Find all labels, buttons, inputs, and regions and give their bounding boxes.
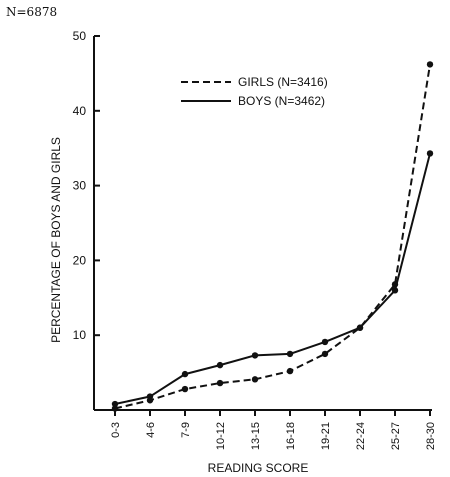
x-tick-label: 25-27 [390,422,402,450]
data-point-boys [321,338,329,346]
series-group [111,61,434,412]
legend: GIRLS (N=3416) BOYS (N=3462) [181,75,328,108]
series-line-boys [114,153,431,405]
legend-boys-label: BOYS (N=3462) [238,94,325,108]
data-point-girls [111,405,119,412]
data-point-boys [216,361,224,369]
y-ticks: 10 20 30 40 50 [73,29,100,342]
data-point-boys [286,350,294,358]
series-line-girls [114,64,431,410]
y-tick-label: 30 [73,179,87,193]
x-ticks: 0-3 4-6 7-9 10-12 13-15 16-18 19-21 22-24 25-27 2… [110,410,437,450]
data-point-boys [426,150,434,157]
y-tick-label: 20 [73,253,87,267]
x-tick-label: 0-3 [110,422,122,438]
x-tick-label: 13-15 [250,422,262,450]
y-tick-label: 40 [73,104,87,118]
axes [93,36,432,411]
sample-size-note: N=6878 [6,5,58,19]
x-tick-label: 10-12 [215,422,227,450]
data-point-boys [356,324,364,331]
data-point-boys [391,287,399,294]
legend-girls-label: GIRLS (N=3416) [238,75,328,89]
data-point-girls [286,367,294,375]
data-point-boys [181,370,189,378]
y-axis-label: PERCENTAGE OF BOYS AND GIRLS [49,137,63,343]
y-tick-label: 10 [73,328,87,342]
data-point-boys [111,400,119,408]
x-tick-label: 19-21 [320,422,332,450]
x-tick-label: 7-9 [180,422,192,438]
x-tick-label: 4-6 [145,422,157,438]
data-point-girls [251,376,259,383]
data-point-girls [216,379,224,387]
x-tick-label: 28-30 [425,422,437,450]
x-tick-label: 22-24 [355,422,367,450]
data-point-girls [426,61,434,68]
data-point-boys [146,393,154,400]
y-tick-label: 50 [73,29,87,43]
x-tick-label: 16-18 [285,422,297,450]
x-axis-label: READING SCORE [208,461,309,475]
data-point-girls [321,350,329,358]
data-point-girls [181,385,189,393]
data-point-boys [251,352,259,359]
